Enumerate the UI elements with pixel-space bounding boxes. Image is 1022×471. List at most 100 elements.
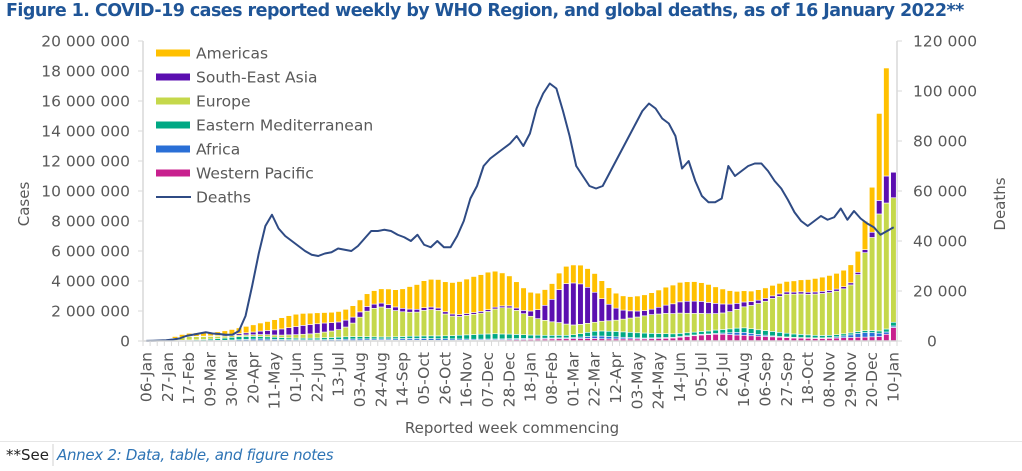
bar-americas [669,284,677,305]
bar-americas [548,283,556,300]
bar-americas [620,295,627,311]
bar-americas [520,287,527,311]
bar-americas [783,281,790,293]
bar-europe [740,306,748,329]
left-y-tick-label: 18 000 000 [41,63,130,81]
bar-europe [854,274,861,332]
x-tick-label: 16-Nov [458,352,476,408]
bar-europe [584,322,591,333]
bar-south-east-asia [328,322,335,332]
x-tick-label: 30-Mar [223,351,241,406]
bar-americas [406,286,413,310]
bar-eastern-mediterranean [406,335,413,339]
bar-americas [420,280,428,309]
bar-europe [698,313,705,332]
bar-south-east-asia [513,307,520,311]
bar-south-east-asia [349,316,356,324]
bar-americas [278,317,285,330]
bar-south-east-asia [442,311,449,315]
x-axis: 06-Jan 27-Jan 17-Feb 09-Mar 30-Mar 20-Apr 11-M… [138,340,902,409]
annex-link[interactable]: Annex 2: Data, table, and figure notes [57,446,334,464]
bar-eastern-mediterranean [584,331,591,337]
bar-americas [399,288,406,309]
bar-south-east-asia [378,302,385,308]
bar-americas [356,299,364,313]
bar-europe [392,310,399,338]
bar-eastern-mediterranean [719,329,726,334]
bar-eastern-mediterranean [492,333,499,340]
bar-europe [356,316,364,337]
bar-americas [577,264,584,285]
bar-europe [428,309,435,337]
bar-south-east-asia [570,282,577,326]
bar-europe [193,336,200,341]
bar-europe [335,329,342,338]
bar-south-east-asia [520,310,527,314]
bar-americas [499,272,506,307]
legend-swatch-eastern-mediterranean [156,121,190,129]
bar-americas [840,269,847,288]
bar-south-east-asia [612,307,620,321]
bar-eastern-mediterranean [349,336,356,340]
x-tick-label: 08-Feb [543,352,561,405]
x-tick-label: 22-Jun [308,352,326,402]
bar-americas [776,283,783,295]
bar-south-east-asia [812,291,819,295]
bar-europe [470,313,477,335]
bar-south-east-asia [876,200,883,215]
x-tick-label: 26-Oct [436,352,454,405]
bar-south-east-asia [307,324,314,335]
bar-africa [876,332,883,337]
bar-africa [598,335,605,340]
bar-eastern-mediterranean [591,330,598,337]
bar-europe [278,334,285,338]
bar-western-pacific [733,334,741,342]
bar-americas [285,315,292,328]
bar-south-east-asia [655,306,662,315]
bar-africa [883,331,890,335]
bar-eastern-mediterranean [420,335,428,339]
bar-south-east-asia [776,293,783,297]
x-tick-label: 08-Nov [820,352,838,408]
bar-eastern-mediterranean [612,331,620,338]
right-y-tick-label: 0 [927,333,937,351]
left-y-tick-label: 10 000 000 [41,183,130,201]
bar-americas [292,313,300,327]
bar-europe [285,334,292,339]
bars [150,67,897,342]
bar-eastern-mediterranean [890,321,897,327]
bar-americas [762,287,769,299]
bar-south-east-asia [563,283,570,325]
x-tick-label: 24-Aug [372,352,390,407]
bar-americas [605,287,612,305]
bar-americas [456,281,463,315]
bar-europe [655,313,662,334]
bar-eastern-mediterranean [797,334,805,338]
x-tick-label: 06-Sep [756,352,774,407]
bar-europe [349,322,356,337]
legend-label: South-East Asia [196,69,318,87]
bar-south-east-asia [577,283,584,325]
bar-europe [463,315,470,336]
bar-americas [527,291,534,312]
bar-western-pacific [698,334,705,342]
bar-americas [648,292,655,310]
bar-europe [492,308,499,335]
legend-label: Americas [196,45,268,63]
bar-south-east-asia [356,311,364,318]
bar-south-east-asia [790,291,797,295]
bar-south-east-asia [648,308,655,315]
bar-eastern-mediterranean [477,333,484,340]
bar-europe [385,308,392,338]
bar-south-east-asia [698,301,705,314]
figure-title: Figure 1. COVID-19 cases reported weekly… [6,1,964,21]
bar-eastern-mediterranean [691,331,698,336]
bar-americas [847,264,854,284]
bar-eastern-mediterranean [356,336,364,340]
footnote: **See Annex 2: Data, table, and figure n… [0,441,1022,471]
bar-eastern-mediterranean [499,333,506,340]
bar-africa [847,334,854,338]
bar-south-east-asia [733,303,741,310]
right-y-tick-label: 60 000 [913,183,967,201]
bar-americas [342,309,349,321]
